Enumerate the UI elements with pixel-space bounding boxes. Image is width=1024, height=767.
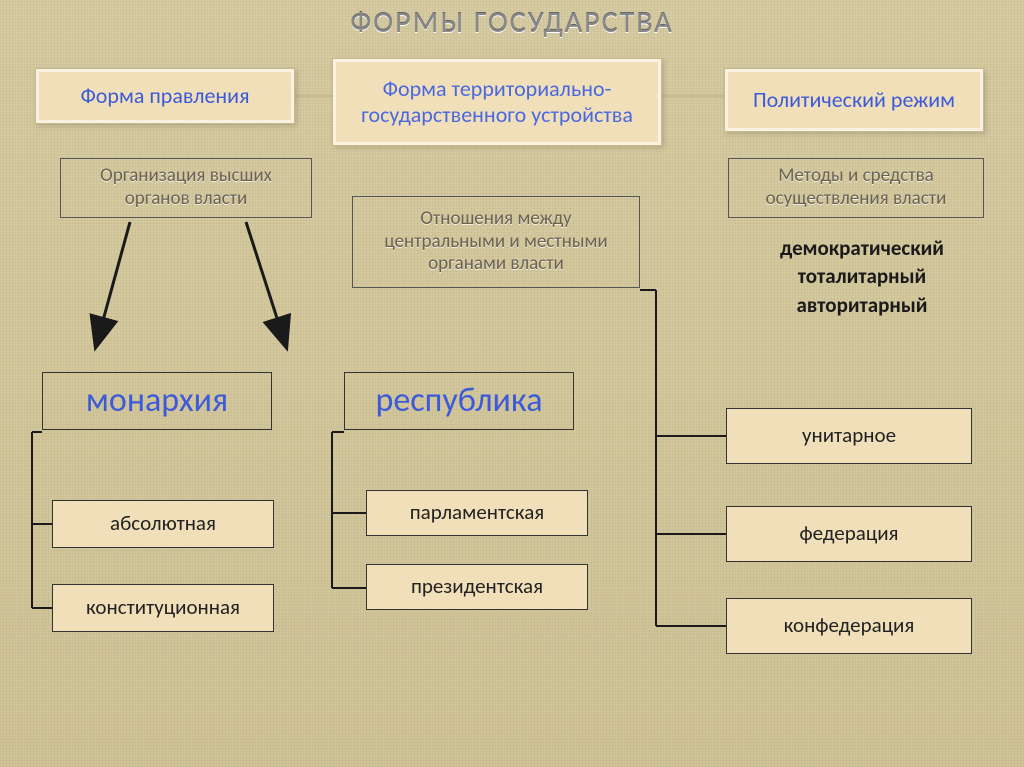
regime-type-item: тоталитарный	[746, 262, 978, 290]
branch-republic: республика	[344, 372, 574, 430]
desc-political-regime: Методы и средства осуществления власти	[728, 158, 984, 218]
leaf-constitutional-monarchy: конституционная	[52, 584, 274, 632]
regime-type-item: авторитарный	[746, 291, 978, 319]
leaf-federation: федерация	[726, 506, 972, 562]
regime-type-item: демократический	[746, 234, 978, 262]
category-territorial-structure: Форма территориально-государственного ус…	[332, 58, 662, 146]
leaf-unitary: унитарное	[726, 408, 972, 464]
category-form-of-government: Форма правления	[35, 68, 295, 124]
leaf-confederation: конфедерация	[726, 598, 972, 654]
branch-monarchy: монархия	[42, 372, 272, 430]
desc-form-of-government: Организация высших органов власти	[60, 158, 312, 218]
leaf-absolute-monarchy: абсолютная	[52, 500, 274, 548]
regime-types-list: демократическийтоталитарныйавторитарный	[746, 234, 978, 319]
leaf-parliamentary-republic: парламентская	[366, 490, 588, 536]
category-political-regime: Политический режим	[724, 68, 984, 132]
desc-territorial-structure: Отношения между центральными и местными …	[352, 196, 640, 288]
page-title: ФОРМЫ ГОСУДАРСТВА	[0, 0, 1024, 41]
leaf-presidential-republic: президентская	[366, 564, 588, 610]
